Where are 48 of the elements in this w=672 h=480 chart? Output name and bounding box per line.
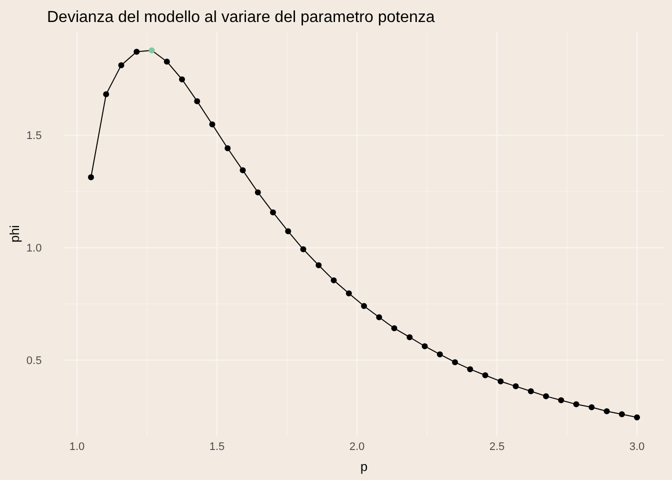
point bbox=[376, 314, 382, 320]
point bbox=[498, 378, 504, 384]
point bbox=[406, 334, 413, 340]
point bbox=[588, 404, 595, 410]
point bbox=[254, 189, 261, 196]
chart-title: Devianza del modello al variare del parametro potenza bbox=[47, 9, 435, 26]
y-tick-label: 1.0 bbox=[26, 242, 42, 255]
point bbox=[316, 262, 322, 268]
point bbox=[103, 91, 110, 98]
point bbox=[285, 228, 292, 234]
point bbox=[604, 408, 610, 414]
point bbox=[452, 359, 458, 366]
point bbox=[634, 414, 640, 420]
point bbox=[528, 388, 534, 394]
point bbox=[88, 174, 94, 180]
x-tick-label: 2.0 bbox=[349, 440, 365, 453]
x-tick-label: 3.0 bbox=[629, 440, 645, 453]
x-axis-title: p bbox=[360, 459, 368, 474]
x-tick-label: 1.0 bbox=[69, 440, 85, 453]
point bbox=[346, 290, 352, 296]
point bbox=[391, 325, 398, 332]
point bbox=[361, 302, 367, 309]
point bbox=[179, 76, 185, 82]
x-tick-label: 1.5 bbox=[209, 440, 225, 453]
point bbox=[422, 343, 428, 350]
point bbox=[543, 393, 549, 400]
point bbox=[118, 62, 124, 68]
point bbox=[330, 277, 337, 284]
y-tick-label: 0.5 bbox=[26, 355, 42, 368]
point bbox=[134, 48, 140, 55]
y-tick-label: 1.5 bbox=[26, 130, 42, 142]
point bbox=[573, 401, 580, 408]
point bbox=[482, 372, 488, 378]
point bbox=[194, 98, 200, 104]
point bbox=[224, 145, 231, 152]
point bbox=[209, 121, 216, 128]
point bbox=[467, 366, 474, 372]
point bbox=[148, 47, 155, 54]
point bbox=[436, 351, 443, 358]
point bbox=[240, 167, 246, 174]
y-axis-title: phi bbox=[7, 225, 22, 243]
point bbox=[300, 246, 306, 252]
point bbox=[164, 58, 170, 65]
x-tick-label: 2.5 bbox=[489, 440, 505, 453]
point bbox=[512, 383, 519, 390]
point bbox=[270, 209, 276, 216]
point bbox=[558, 397, 564, 404]
point bbox=[618, 411, 625, 418]
